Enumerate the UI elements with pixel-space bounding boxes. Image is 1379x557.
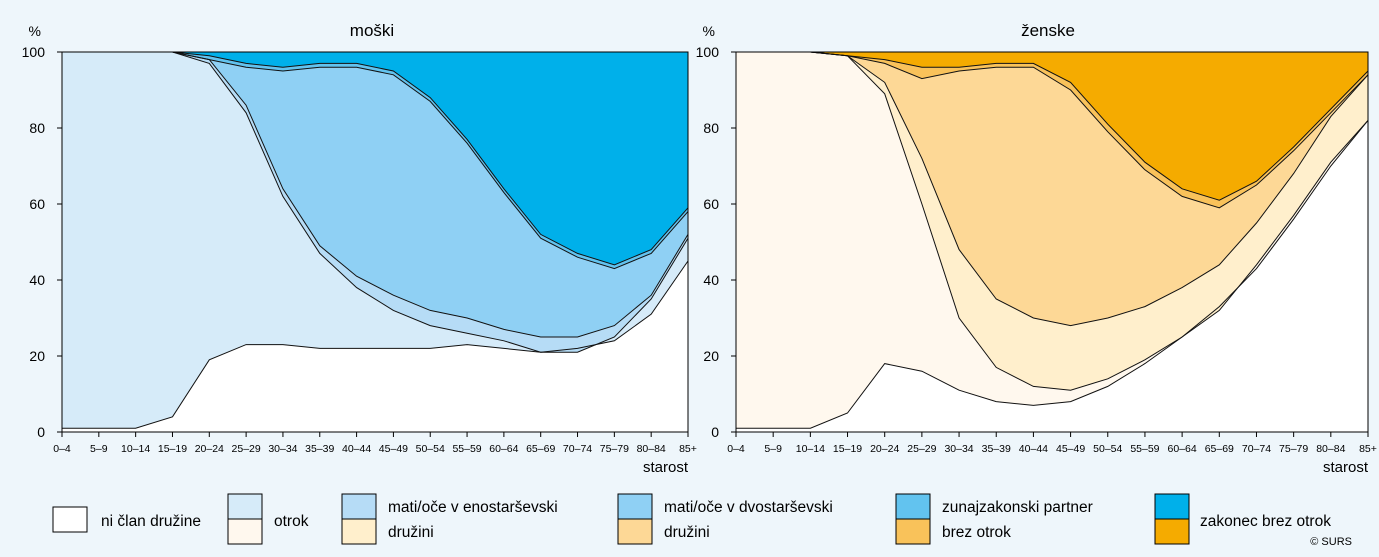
panel-title: moški (350, 21, 394, 40)
y-tick-label: 0 (37, 424, 45, 440)
plot-frame (735, 51, 1369, 433)
x-tick-label: 65–69 (1205, 443, 1234, 455)
boundary-line-5 (736, 51, 1369, 201)
y-tick-label: 80 (29, 120, 45, 136)
x-tick-label: 70–74 (1242, 443, 1271, 455)
legend-swatch-female (895, 518, 931, 545)
area-3 (736, 52, 1368, 326)
y-tick-label: 60 (29, 196, 45, 212)
panel-title: ženske (1021, 21, 1075, 40)
boundary-line-1 (62, 260, 689, 429)
x-tick-label: 5–9 (764, 443, 782, 455)
x-tick-label: 80–84 (637, 443, 666, 455)
x-tick-label: 80–84 (1316, 443, 1345, 455)
x-tick-label: 35–39 (982, 443, 1011, 455)
legend-label: zakonec brez otrok (1200, 513, 1331, 530)
y-tick-label: 40 (703, 272, 719, 288)
y-axis-unit: % (703, 23, 715, 39)
x-tick-label: 15–19 (833, 443, 862, 455)
x-tick-label: 20–24 (870, 443, 899, 455)
panels-layer: moški% 0 20 40 60 80 100 0–4 5–9 10–14 15–19 20–24 2… (22, 21, 1377, 476)
y-tick-label: 40 (29, 272, 45, 288)
legend-item-5: zunajzakonski partner brez otrok (895, 493, 1093, 545)
x-tick-label: 60–64 (489, 443, 518, 455)
plot-frame (61, 51, 689, 433)
x-tick-label: 60–64 (1168, 443, 1197, 455)
y-tick-label: 20 (29, 348, 45, 364)
legend-label: otrok (274, 513, 309, 530)
area-2 (736, 52, 1368, 391)
area-3 (62, 52, 688, 337)
y-tick-label: 60 (703, 196, 719, 212)
x-tick-label: 25–29 (907, 443, 936, 455)
x-tick-label: 40–44 (342, 443, 371, 455)
x-tick-label: 70–74 (563, 443, 592, 455)
legend-swatch-male (1154, 493, 1190, 520)
legend-label: mati/oče v dvostarševski družini (664, 499, 833, 541)
legend: ni član družine otrok mati/oče v enostarše… (52, 493, 1331, 545)
x-tick-label: 85+ (1359, 443, 1377, 455)
x-tick-label: 45–49 (1056, 443, 1085, 455)
legend-swatch (52, 506, 88, 533)
x-tick-label: 45–49 (379, 443, 408, 455)
x-tick-label: 35–39 (305, 443, 334, 455)
area-5 (62, 52, 688, 265)
area-2 (62, 52, 688, 353)
y-tick-label: 80 (703, 120, 719, 136)
x-tick-label: 30–34 (268, 443, 297, 455)
x-tick-label: 30–34 (944, 443, 973, 455)
y-tick-label: 20 (703, 348, 719, 364)
x-tick-label: 85+ (679, 443, 697, 455)
y-axis-unit: % (29, 23, 41, 39)
x-tick-label: 5–9 (90, 443, 108, 455)
x-tick-label: 0–4 (727, 443, 745, 455)
legend-item-1: ni član družine (52, 506, 201, 533)
legend-swatch-female (341, 518, 377, 545)
x-tick-label: 10–14 (796, 443, 825, 455)
legend-swatch-male (341, 493, 377, 520)
x-tick-label: 0–4 (53, 443, 71, 455)
x-tick-label: 15–19 (158, 443, 187, 455)
area-5 (736, 52, 1368, 201)
legend-swatch-male (617, 493, 653, 520)
x-tick-label: 20–24 (195, 443, 224, 455)
boundary-line-1 (736, 120, 1369, 429)
x-tick-label: 10–14 (121, 443, 150, 455)
x-axis-label: starost (643, 459, 689, 476)
x-axis-label: starost (1323, 459, 1369, 476)
x-tick-label: 25–29 (232, 443, 261, 455)
legend-item-3: mati/oče v enostarševski družini (341, 493, 558, 545)
y-tick-label: 0 (711, 424, 719, 440)
legend-label: mati/oče v enostarševski družini (388, 499, 558, 541)
area-1 (736, 52, 1368, 429)
legend-swatch-female (227, 518, 263, 545)
y-tick-label: 100 (22, 44, 46, 60)
legend-label: zunajzakonski partner brez otrok (942, 499, 1093, 541)
x-tick-label: 75–79 (1279, 443, 1308, 455)
legend-label: ni član družine (101, 513, 201, 530)
legend-item-4: mati/oče v dvostarševski družini (617, 493, 833, 545)
x-tick-label: 55–59 (452, 443, 481, 455)
copyright-text: © SURS (1310, 536, 1352, 548)
x-tick-label: 75–79 (600, 443, 629, 455)
x-tick-label: 65–69 (526, 443, 555, 455)
area-1 (62, 52, 688, 429)
legend-item-2: otrok (227, 493, 309, 545)
y-tick-label: 100 (696, 44, 720, 60)
x-tick-label: 40–44 (1019, 443, 1048, 455)
legend-swatch-female (617, 518, 653, 545)
panel-2: ženske% 0 20 40 60 80 100 0–4 5–9 10–14 15–19 20–24… (696, 21, 1377, 476)
legend-swatch-male (227, 493, 263, 520)
legend-swatch-female (1154, 518, 1190, 545)
x-tick-label: 50–54 (416, 443, 445, 455)
x-tick-label: 55–59 (1130, 443, 1159, 455)
panel-1: moški% 0 20 40 60 80 100 0–4 5–9 10–14 15–19 20–24 2… (22, 21, 697, 476)
legend-item-6: zakonec brez otrok (1154, 493, 1331, 545)
x-tick-label: 50–54 (1093, 443, 1122, 455)
legend-swatch-male (895, 493, 931, 520)
